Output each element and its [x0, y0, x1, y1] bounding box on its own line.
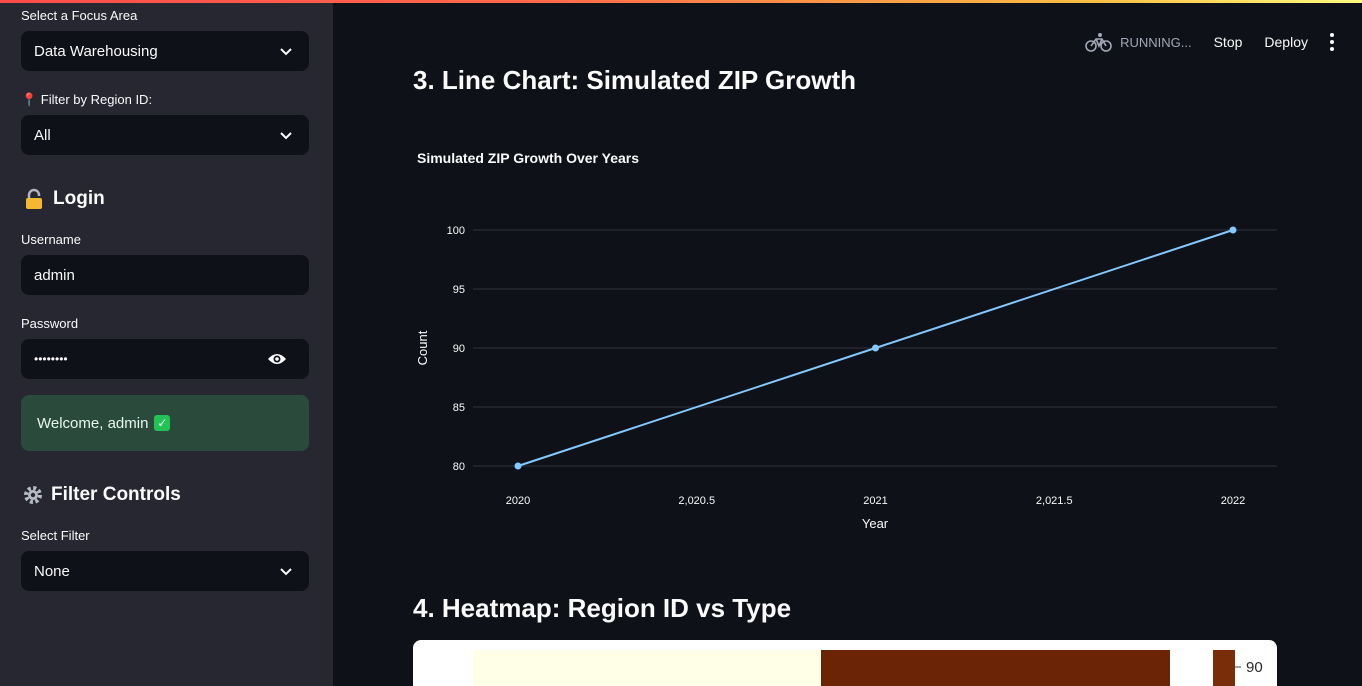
username-label: Username: [21, 232, 81, 247]
filter-controls-text: Filter Controls: [51, 484, 181, 505]
chevron-down-icon: [280, 48, 292, 56]
x-tick-label: 2,021.5: [1036, 495, 1073, 507]
heatmap-cell: [473, 650, 821, 686]
colorbar-tick-label: 90: [1246, 659, 1263, 676]
line-chart: Simulated ZIP Growth Over Years 80 85 90 95 1…: [413, 130, 1277, 540]
line-chart-heading: 3. Line Chart: Simulated ZIP Growth: [413, 65, 857, 95]
select-filter-label: Select Filter: [21, 528, 90, 543]
heatmap-svg: 90: [473, 650, 1263, 686]
login-heading-text: Login: [53, 188, 105, 209]
lock-icon: [26, 188, 42, 209]
data-point: [1229, 226, 1237, 234]
select-filter-value: None: [34, 562, 70, 580]
bicycle-icon: [1085, 33, 1112, 52]
main-menu-icon[interactable]: [1330, 33, 1334, 51]
select-filter-select[interactable]: None: [21, 551, 309, 591]
deploy-button[interactable]: Deploy: [1264, 34, 1308, 50]
x-tick-label: 2,020.5: [678, 495, 715, 507]
x-tick-label: 2021: [863, 495, 887, 507]
heatmap-cell: [821, 650, 1170, 686]
y-tick-label: 100: [447, 225, 465, 237]
y-axis-label: Count: [415, 330, 430, 365]
top-status-bar: [0, 0, 1362, 3]
colorbar: [1213, 650, 1235, 686]
stop-button[interactable]: Stop: [1213, 34, 1243, 50]
region-filter-label: 📍 Filter by Region ID:: [21, 92, 153, 107]
data-point: [514, 462, 522, 470]
password-input[interactable]: ••••••••: [21, 339, 309, 379]
filter-controls-heading: Filter Controls: [23, 484, 181, 506]
chevron-down-icon: [280, 568, 292, 576]
heatmap-chart: 90: [413, 640, 1277, 686]
eye-icon[interactable]: [267, 351, 287, 367]
checkmark-icon: ✓: [154, 415, 171, 431]
heatmap-heading: 4. Heatmap: Region ID vs Type: [413, 593, 792, 623]
welcome-message: Welcome, admin ✓: [21, 395, 309, 451]
username-value: admin: [34, 266, 75, 284]
username-input[interactable]: admin: [21, 255, 309, 295]
y-tick-label: 85: [453, 402, 465, 414]
running-status: RUNNING...: [1085, 32, 1192, 52]
region-filter-select[interactable]: All: [21, 115, 309, 155]
password-value: ••••••••: [34, 352, 68, 366]
x-tick-label: 2020: [506, 495, 530, 507]
x-tick-label: 2022: [1221, 495, 1245, 507]
focus-area-value: Data Warehousing: [34, 42, 158, 60]
y-tick-label: 90: [453, 343, 465, 355]
gear-icon: [24, 486, 42, 504]
x-axis-label: Year: [862, 516, 889, 531]
sidebar: Select a Focus Area Data Warehousing 📍 F…: [0, 0, 333, 686]
app-toolbar: RUNNING... Stop Deploy: [1085, 32, 1334, 52]
data-point: [872, 344, 879, 352]
welcome-text: Welcome, admin: [37, 414, 149, 432]
running-text: RUNNING...: [1120, 34, 1192, 50]
password-label: Password: [21, 316, 79, 331]
focus-area-label: Select a Focus Area: [21, 8, 138, 23]
line-chart-svg: Simulated ZIP Growth Over Years 80 85 90 95 1…: [415, 150, 1277, 531]
chart-title: Simulated ZIP Growth Over Years: [417, 150, 639, 166]
login-heading: Login: [23, 188, 105, 210]
region-filter-value: All: [34, 126, 51, 144]
chevron-down-icon: [280, 132, 292, 140]
y-tick-label: 80: [453, 461, 465, 473]
focus-area-select[interactable]: Data Warehousing: [21, 31, 309, 71]
y-tick-label: 95: [453, 284, 465, 296]
